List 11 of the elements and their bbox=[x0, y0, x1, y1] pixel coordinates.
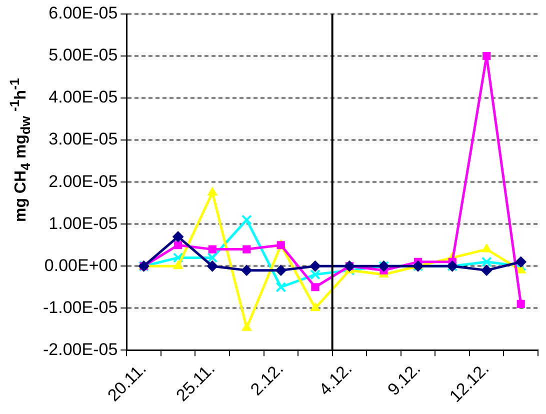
y-tick-label: 4.00E-05 bbox=[48, 88, 118, 107]
y-tick-label: 5.00E-05 bbox=[48, 46, 118, 65]
x-tick-label: 9.12. bbox=[384, 359, 424, 400]
y-tick-label: -2.00E-05 bbox=[42, 340, 118, 359]
y-tick-label: -1.00E-05 bbox=[42, 298, 118, 317]
y-tick-label: 0.00E+00 bbox=[44, 256, 118, 275]
y-tick-label: 2.00E-05 bbox=[48, 172, 118, 191]
x-tick-label: 4.12. bbox=[315, 359, 356, 400]
y-tick-label: 6.00E-05 bbox=[48, 4, 118, 23]
y-tick-label: 1.00E-05 bbox=[48, 214, 118, 233]
y-tick-label: 3.00E-05 bbox=[48, 130, 118, 149]
